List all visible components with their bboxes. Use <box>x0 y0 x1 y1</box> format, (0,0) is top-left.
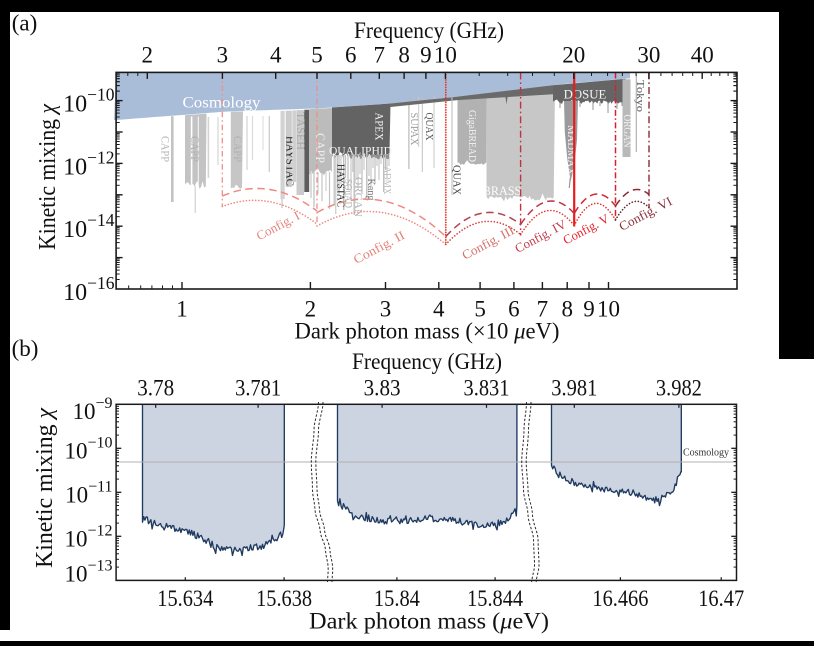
svg-text:CAPP: CAPP <box>188 136 200 162</box>
svg-text:Frequency (GHz): Frequency (GHz) <box>354 18 504 43</box>
svg-text:15.844: 15.844 <box>467 586 523 611</box>
svg-text:20: 20 <box>562 43 585 68</box>
svg-text:CAPP: CAPP <box>313 133 328 163</box>
svg-text:SQuAD: SQuAD <box>342 179 353 208</box>
svg-text:3.982: 3.982 <box>656 376 702 401</box>
svg-text:(b): (b) <box>12 336 39 361</box>
svg-text:Kinetic mixing χ: Kinetic mixing χ <box>35 103 61 250</box>
svg-text:MADMAX: MADMAX <box>566 125 576 175</box>
svg-text:3.981: 3.981 <box>551 376 597 401</box>
svg-text:30: 30 <box>637 43 660 68</box>
svg-text:16.466: 16.466 <box>592 586 648 611</box>
svg-text:3.83: 3.83 <box>364 376 401 401</box>
svg-text:2: 2 <box>305 297 317 322</box>
svg-text:GigaBREAD: GigaBREAD <box>466 110 477 162</box>
svg-text:QUAX: QUAX <box>451 165 463 195</box>
svg-text:3.781: 3.781 <box>235 376 281 401</box>
svg-text:ORGAN: ORGAN <box>621 115 632 148</box>
svg-text:Cosmology: Cosmology <box>683 448 729 459</box>
svg-text:10: 10 <box>597 297 620 322</box>
svg-text:10: 10 <box>434 43 457 68</box>
svg-text:16.47: 16.47 <box>698 586 744 611</box>
svg-text:15.634: 15.634 <box>157 586 213 611</box>
svg-text:APEX: APEX <box>373 113 385 142</box>
svg-text:10−9: 10−9 <box>72 395 112 424</box>
svg-text:1: 1 <box>176 297 188 322</box>
svg-text:7: 7 <box>537 297 549 322</box>
svg-text:5: 5 <box>311 43 323 68</box>
svg-text:BRASS: BRASS <box>483 184 522 198</box>
svg-text:HAYSTAC: HAYSTAC <box>283 136 294 186</box>
svg-text:3.831: 3.831 <box>464 376 510 401</box>
svg-text:QUAX: QUAX <box>423 113 435 141</box>
svg-text:5: 5 <box>474 297 486 322</box>
svg-text:3: 3 <box>380 297 392 322</box>
svg-text:9: 9 <box>420 43 432 68</box>
svg-text:7: 7 <box>374 43 386 68</box>
svg-text:CAPP: CAPP <box>158 136 170 162</box>
svg-text:SUPAX: SUPAX <box>408 113 419 146</box>
svg-text:Dark photon mass (μeV): Dark photon mass (μeV) <box>309 609 549 634</box>
svg-text:Cosmology: Cosmology <box>183 95 261 112</box>
svg-text:3.78: 3.78 <box>137 376 174 401</box>
svg-text:Dark photon mass (×10 μeV): Dark photon mass (×10 μeV) <box>295 319 560 344</box>
svg-text:6: 6 <box>508 297 520 322</box>
svg-text:ADMX: ADMX <box>381 167 392 196</box>
svg-text:TASEH: TASEH <box>294 112 306 150</box>
svg-text:9: 9 <box>583 297 595 322</box>
svg-text:Kang: Kang <box>365 179 376 202</box>
svg-text:Kinetic mixing χ: Kinetic mixing χ <box>32 407 58 568</box>
svg-text:QUALIPHID: QUALIPHID <box>329 145 392 158</box>
svg-text:40: 40 <box>691 43 714 68</box>
svg-text:DOSUE: DOSUE <box>564 88 607 102</box>
svg-text:Frequency (GHz): Frequency (GHz) <box>352 349 502 374</box>
svg-text:ORGAN: ORGAN <box>352 177 363 217</box>
svg-text:8: 8 <box>398 43 410 68</box>
svg-text:4: 4 <box>270 43 282 68</box>
svg-text:Tokyo: Tokyo <box>634 80 646 113</box>
svg-text:3: 3 <box>217 43 229 68</box>
svg-text:8: 8 <box>561 297 573 322</box>
svg-text:HAYSTAC: HAYSTAC <box>335 164 346 207</box>
svg-text:(a): (a) <box>12 11 38 36</box>
svg-text:2: 2 <box>142 43 154 68</box>
svg-text:4: 4 <box>433 297 445 322</box>
svg-text:CAPP: CAPP <box>231 136 243 162</box>
svg-text:6: 6 <box>345 43 357 68</box>
svg-text:15.84: 15.84 <box>374 586 420 611</box>
svg-text:15.638: 15.638 <box>256 586 312 611</box>
